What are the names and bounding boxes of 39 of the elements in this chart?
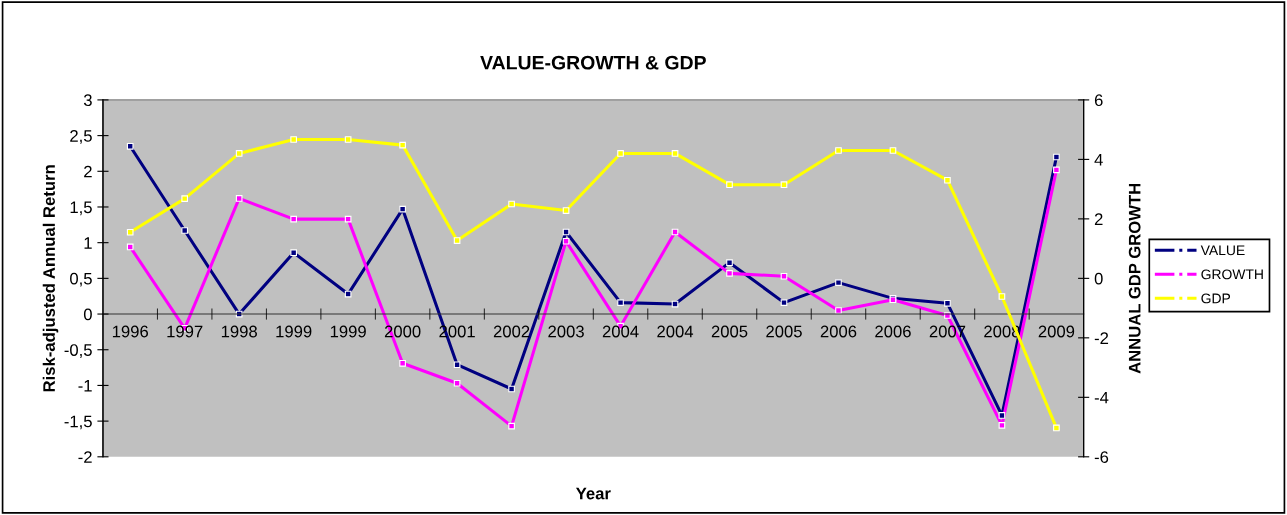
x-tick-label: 2009	[1038, 325, 1075, 338]
x-tick-label: 1997	[167, 325, 203, 338]
y-axis-title: Risk-adjusted Annual Return	[42, 165, 59, 392]
x-tick-label: 2006	[820, 325, 857, 338]
y-tick-label: -1,5	[64, 415, 92, 430]
y2-tick-label: -2	[1094, 332, 1109, 344]
legend-label: GROWTH	[1201, 269, 1263, 280]
y-tick-label: 2	[84, 165, 92, 178]
y-tick-label: -0,5	[64, 344, 92, 358]
chart-title: VALUE-GROWTH & GDP	[480, 55, 706, 70]
x-tick-label: 2003	[548, 325, 584, 338]
y-tick-label: 0	[83, 308, 92, 321]
y2-tick-label: 2	[1094, 213, 1103, 225]
x-tick-label: 2002	[493, 325, 530, 338]
y2-axis-title: ANNUAL GDP GROWTH	[1128, 183, 1141, 374]
x-tick-label: 2005	[711, 325, 748, 338]
legend-label: VALUE	[1200, 245, 1245, 256]
x-tick-label: 1999	[330, 325, 366, 338]
y2-tick-label: 6	[1094, 94, 1103, 107]
x-tick-label: 2004	[602, 325, 639, 338]
x-tick-label: 1996	[112, 325, 149, 338]
y-tick-label: 3	[83, 94, 92, 107]
y-tick-label: 0,5	[70, 272, 92, 287]
y-tick-label: 1	[84, 237, 92, 249]
y2-tick-label: 0	[1094, 272, 1103, 285]
y-tick-label: 1,5	[70, 201, 92, 216]
x-tick-label: 1999	[276, 325, 312, 338]
y2-tick-label: -6	[1094, 451, 1109, 464]
y2-tick-label: -4	[1094, 391, 1109, 404]
y-tick-label: -1	[78, 380, 92, 392]
x-tick-label: 2005	[766, 325, 802, 338]
x-axis-title: Year	[575, 487, 611, 500]
x-tick-label: 2006	[875, 325, 911, 338]
y2-tick-label: 4	[1094, 153, 1103, 166]
x-tick-label: 2004	[657, 325, 694, 338]
y-tick-label: -2	[78, 451, 92, 463]
legend-label: GDP	[1201, 293, 1231, 304]
y-tick-label: 2,5	[70, 130, 92, 144]
x-tick-label: 1998	[221, 325, 257, 338]
